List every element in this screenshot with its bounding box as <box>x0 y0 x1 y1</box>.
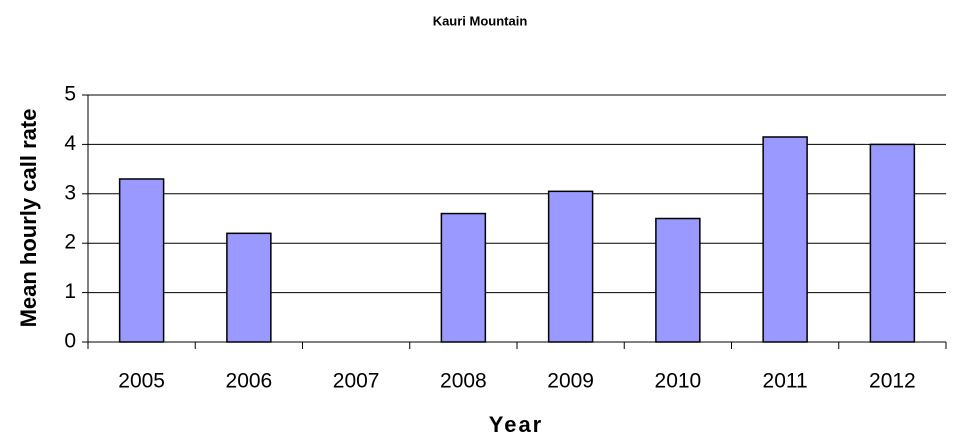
x-tick-label: 2007 <box>333 370 380 393</box>
chart-title: Kauri Mountain <box>433 13 528 28</box>
y-tick-label: 1 <box>64 280 76 303</box>
bar <box>655 217 701 343</box>
bar <box>226 232 272 343</box>
x-tick-label: 2012 <box>869 370 916 393</box>
y-tick-label: 2 <box>64 231 76 254</box>
x-tick-label: 2010 <box>655 370 702 393</box>
bar <box>440 212 487 343</box>
x-tick-label: 2009 <box>547 370 594 393</box>
x-tick-label: 2005 <box>118 370 165 393</box>
bar <box>762 136 808 343</box>
bar <box>547 190 594 343</box>
x-tick-label: 2006 <box>226 370 273 393</box>
bar <box>869 143 916 343</box>
x-axis-label: Year <box>489 412 544 437</box>
y-tick-label: 4 <box>64 132 76 155</box>
y-axis-label: Mean hourly call rate <box>16 109 41 328</box>
bar <box>118 178 165 343</box>
y-tick-label: 5 <box>64 83 76 106</box>
x-tick-label: 2008 <box>440 370 487 393</box>
y-tick-label: 3 <box>64 181 76 204</box>
x-tick-label: 2011 <box>763 370 808 393</box>
y-tick-label: 0 <box>64 330 76 353</box>
